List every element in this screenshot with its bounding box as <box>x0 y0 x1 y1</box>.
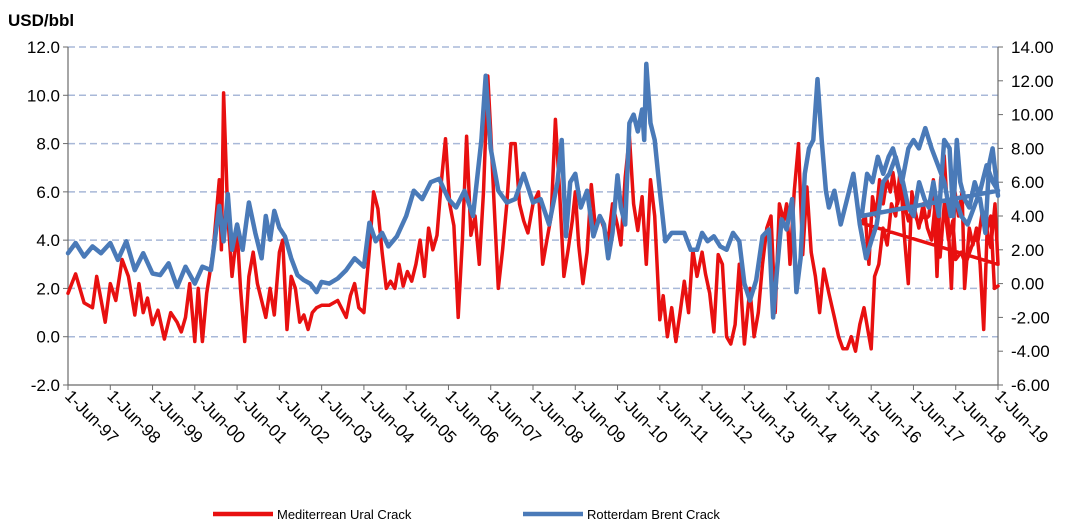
left-tick-label: 0.0 <box>36 328 60 347</box>
series-line-rotterdam-brent-crack <box>65 61 1001 320</box>
left-tick-label: 6.0 <box>36 183 60 202</box>
left-tick-label: 8.0 <box>36 135 60 154</box>
right-tick-label: -2.00 <box>1011 308 1050 327</box>
left-tick-label: -2.0 <box>31 376 60 395</box>
right-tick-label: 12.00 <box>1011 72 1054 91</box>
series-line-mediterrean-ural-crack <box>66 74 1000 353</box>
right-tick-label: 4.00 <box>1011 207 1044 226</box>
left-tick-label: 10.0 <box>27 86 60 105</box>
legend: Mediterrean Ural Crack Rotterdam Brent Cr… <box>213 507 720 522</box>
series-layer <box>65 61 1001 353</box>
right-tick-label: 0.00 <box>1011 275 1044 294</box>
right-tick-label: -4.00 <box>1011 342 1050 361</box>
left-tick-label: 2.0 <box>36 279 60 298</box>
left-tick-label: 4.0 <box>36 231 60 250</box>
right-tick-label: 10.00 <box>1011 106 1054 125</box>
right-tick-label: -6.00 <box>1011 376 1050 395</box>
left-tick-label: 12.0 <box>27 38 60 57</box>
right-tick-label: 8.00 <box>1011 139 1044 158</box>
right-tick-label: 2.00 <box>1011 241 1044 260</box>
unit-label: USD/bbl <box>8 11 74 30</box>
legend-label: Mediterrean Ural Crack <box>277 507 412 522</box>
right-tick-label: 14.00 <box>1011 38 1054 57</box>
legend-label: Rotterdam Brent Crack <box>587 507 720 522</box>
right-tick-label: 6.00 <box>1011 173 1044 192</box>
